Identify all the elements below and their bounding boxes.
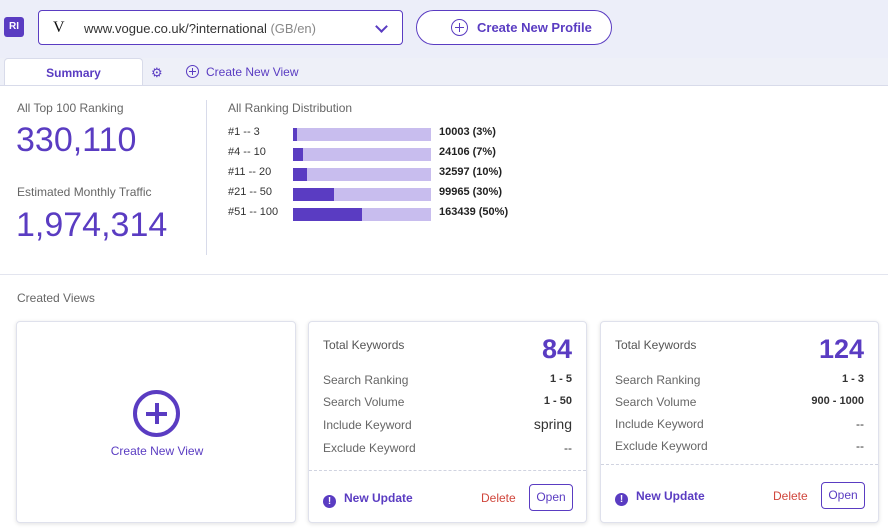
- distribution-title: All Ranking Distribution: [228, 101, 353, 115]
- tab-create-view-label: Create New View: [206, 65, 299, 79]
- filter-label: Exclude Keyword: [615, 439, 708, 453]
- create-profile-label: Create New Profile: [477, 20, 592, 35]
- view-filter-row: Search Volume 1 - 50: [323, 395, 572, 413]
- distribution-bar: [293, 128, 431, 141]
- app-logo: RI: [4, 17, 24, 37]
- filter-value: 1 - 3: [841, 373, 864, 385]
- view-filter-row: Include Keyword --: [615, 417, 864, 435]
- distribution-fill: [293, 168, 307, 181]
- distribution-range: #21 -- 50: [228, 186, 273, 198]
- site-selector[interactable]: V www.vogue.co.uk/?international (GB/en): [38, 10, 403, 45]
- distribution-bar: [293, 168, 431, 181]
- site-url: www.vogue.co.uk/?international (GB/en): [84, 21, 316, 36]
- distribution-count: 24106 (7%): [439, 146, 496, 158]
- view-filter-row: Exclude Keyword --: [323, 441, 572, 459]
- filter-value: --: [856, 439, 864, 453]
- filter-label: Search Volume: [615, 395, 697, 409]
- filter-label: Include Keyword: [323, 418, 412, 432]
- total-keywords-label: Total Keywords: [615, 338, 697, 352]
- filter-label: Search Volume: [323, 395, 405, 409]
- new-update-link[interactable]: ! New Update: [615, 489, 705, 506]
- gear-icon[interactable]: ⚙: [151, 65, 163, 80]
- filter-label: Include Keyword: [615, 417, 704, 431]
- filter-value: --: [564, 441, 572, 455]
- view-filter-row: Search Volume 900 - 1000: [615, 395, 864, 413]
- distribution-fill: [293, 148, 303, 161]
- distribution-range: #1 -- 3: [228, 126, 260, 138]
- distribution-fill: [293, 188, 335, 201]
- plus-circle-icon: [133, 390, 180, 437]
- new-update-link[interactable]: ! New Update: [323, 491, 413, 508]
- plus-circle-icon: [451, 19, 468, 36]
- distribution-bar: [293, 208, 431, 221]
- alert-icon: !: [323, 495, 336, 508]
- distribution-range: #51 -- 100: [228, 206, 279, 218]
- distribution-bar: [293, 148, 431, 161]
- view-card: Total Keywords 84 Search Ranking 1 - 5 Se…: [308, 321, 587, 523]
- distribution-count: 32597 (10%): [439, 166, 502, 178]
- delete-button[interactable]: Delete: [773, 489, 808, 503]
- filter-label: Exclude Keyword: [323, 441, 416, 455]
- site-favicon-icon: V: [53, 19, 65, 36]
- filter-label: Search Ranking: [615, 373, 701, 387]
- card-footer: [309, 470, 586, 471]
- summary-panel: All Top 100 Ranking 330,110 Estimated Mo…: [0, 85, 888, 532]
- total-keywords-value: 84: [541, 334, 572, 364]
- distribution-count: 163439 (50%): [439, 206, 509, 218]
- total-keywords-label: Total Keywords: [323, 338, 405, 352]
- filter-value: --: [856, 417, 864, 431]
- distribution-range: #4 -- 10: [228, 146, 266, 158]
- filter-value: 1 - 50: [543, 395, 572, 407]
- create-view-card[interactable]: Create New View: [16, 321, 296, 523]
- section-divider: [0, 274, 888, 275]
- top100-label: All Top 100 Ranking: [17, 101, 124, 115]
- traffic-label: Estimated Monthly Traffic: [17, 185, 152, 199]
- distribution-count: 10003 (3%): [439, 126, 496, 138]
- tab-bar: Summary ⚙ Create New View: [0, 58, 888, 87]
- view-card: Total Keywords 124 Search Ranking 1 - 3 S…: [600, 321, 879, 523]
- tab-summary[interactable]: Summary: [4, 58, 143, 87]
- open-button[interactable]: Open: [821, 482, 865, 509]
- distribution-bar: [293, 188, 431, 201]
- divider: [206, 100, 207, 255]
- top100-value: 330,110: [16, 121, 137, 159]
- filter-value: spring: [533, 416, 572, 432]
- filter-value: 900 - 1000: [811, 395, 864, 407]
- distribution-fill: [293, 128, 298, 141]
- card-footer: [601, 464, 878, 465]
- created-views-title: Created Views: [17, 291, 95, 305]
- open-button[interactable]: Open: [529, 484, 573, 511]
- create-view-label: Create New View: [110, 444, 204, 458]
- view-filter-row: Search Ranking 1 - 3: [615, 373, 864, 391]
- traffic-value: 1,974,314: [16, 206, 168, 244]
- view-filter-row: Exclude Keyword --: [615, 439, 864, 457]
- plus-circle-icon: [186, 65, 199, 78]
- create-profile-button[interactable]: Create New Profile: [416, 10, 612, 45]
- alert-icon: !: [615, 493, 628, 506]
- view-filter-row: Search Ranking 1 - 5: [323, 373, 572, 391]
- filter-label: Search Ranking: [323, 373, 409, 387]
- distribution-count: 99965 (30%): [439, 186, 502, 198]
- view-filter-row: Include Keyword spring: [323, 416, 572, 436]
- delete-button[interactable]: Delete: [481, 491, 516, 505]
- top-bar: RI V www.vogue.co.uk/?international (GB/…: [0, 0, 888, 58]
- chevron-down-icon[interactable]: [375, 20, 388, 33]
- distribution-fill: [293, 208, 362, 221]
- filter-value: 1 - 5: [549, 373, 572, 385]
- distribution-range: #11 -- 20: [228, 166, 272, 178]
- total-keywords-value: 124: [818, 334, 864, 364]
- site-locale: (GB/en): [270, 21, 316, 36]
